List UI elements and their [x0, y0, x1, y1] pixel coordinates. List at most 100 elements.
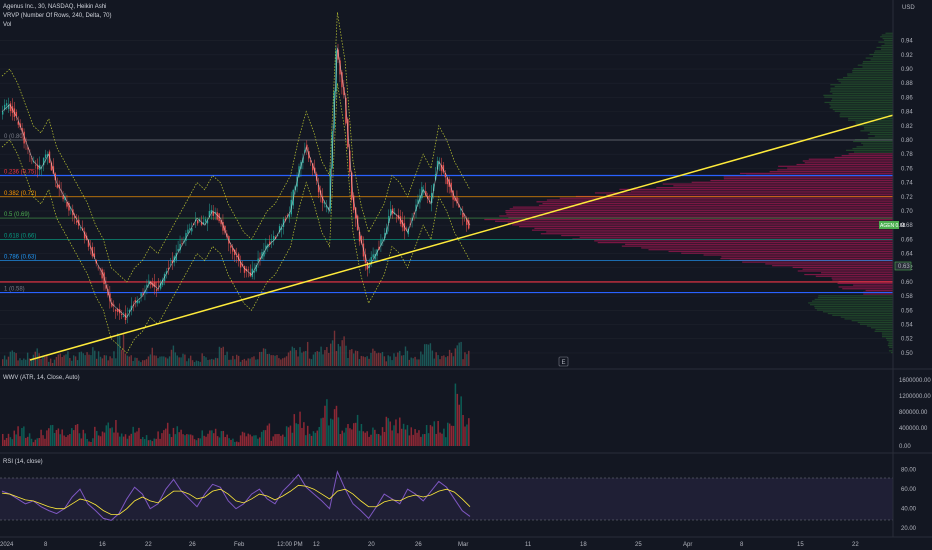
profile-row	[740, 173, 893, 174]
volume-bar	[19, 358, 20, 366]
profile-row	[852, 70, 893, 71]
profile-row	[888, 345, 893, 346]
profile-row	[649, 249, 893, 250]
price-tick-label: 0.60	[901, 280, 913, 286]
profile-row	[852, 72, 893, 73]
volume-bar	[361, 356, 362, 366]
profile-row	[541, 233, 893, 234]
price-tick-label: 0.82	[901, 124, 913, 130]
wwv-tick-label: 800000.00	[899, 410, 928, 416]
wwv-bar	[338, 417, 340, 446]
currency-label: USD	[902, 5, 915, 11]
volume-bar	[115, 358, 116, 366]
volume-bar	[355, 351, 356, 366]
profile-row	[838, 283, 893, 284]
candle-body	[98, 268, 99, 269]
vol-legend[interactable]: Vol	[3, 22, 11, 28]
volume-bar	[125, 354, 126, 366]
volume-bar	[437, 355, 438, 366]
wwv-bar	[435, 434, 437, 446]
volume-bar	[94, 351, 95, 366]
volume-bar	[309, 359, 310, 366]
time-tick-label: Feb	[234, 542, 245, 548]
volume-bar	[33, 355, 34, 366]
volume-bar	[200, 362, 201, 366]
volume-bar	[205, 357, 206, 366]
profile-row	[870, 132, 893, 133]
volume-bar	[384, 356, 385, 366]
profile-row	[828, 313, 893, 314]
rsi-legend[interactable]: RSI (14, close)	[3, 459, 43, 465]
wwv-tick-label: 0.00	[899, 444, 911, 450]
wwv-bar	[186, 434, 188, 446]
candle-body	[230, 246, 231, 248]
wwv-bar	[48, 428, 50, 446]
wwv-bar	[334, 409, 336, 446]
wwv-bar	[311, 436, 313, 446]
price-tick-label: 0.64	[901, 252, 913, 258]
profile-row	[561, 235, 893, 236]
volume-bar	[330, 344, 331, 366]
wwv-bar	[380, 436, 382, 446]
volume-bar	[144, 360, 145, 366]
volume-bar	[349, 350, 350, 366]
profile-row	[830, 107, 893, 108]
volume-bar	[92, 347, 93, 366]
wwv-bar	[184, 435, 186, 446]
volume-bar	[175, 352, 176, 366]
wwv-bar	[351, 429, 353, 446]
wwv-bar	[297, 424, 299, 446]
symbol-title[interactable]: Agenus Inc., 30, NASDAQ, Heikin Ashi	[3, 4, 106, 10]
profile-row	[804, 274, 893, 275]
volume-bar	[127, 356, 128, 366]
wwv-bar	[407, 425, 409, 446]
profile-row	[778, 166, 893, 167]
wwv-bar	[167, 423, 169, 446]
volume-bar	[129, 356, 130, 366]
volume-bar	[457, 345, 458, 366]
wwv-bar	[180, 430, 182, 446]
volume-bar	[458, 343, 459, 366]
profile-row	[499, 215, 893, 216]
profile-row	[869, 54, 893, 55]
wwv-bar	[223, 431, 225, 446]
wwv-bar	[458, 405, 460, 446]
volume-bar	[443, 355, 444, 366]
profile-row	[853, 141, 893, 142]
wwv-bar	[305, 435, 307, 446]
svg-text:E: E	[562, 360, 566, 366]
profile-row	[508, 222, 893, 223]
profile-row	[817, 309, 893, 310]
wwv-bar	[265, 430, 267, 446]
price-axis[interactable]: 0.94 0.92 0.90 0.88 0.86 0.84 0.82 0.80 0.78 0.76…	[901, 39, 913, 357]
earnings-marker[interactable]: E	[559, 357, 568, 366]
price-tick-label: 0.50	[901, 351, 913, 357]
fib-label: 0.786 (0.63)	[4, 255, 36, 261]
volume-bar	[155, 356, 156, 366]
wwv-bar	[426, 425, 428, 446]
wwv-bar	[125, 434, 127, 446]
candle-body	[257, 259, 258, 262]
wwv-bar	[171, 437, 173, 446]
volume-bar	[416, 359, 417, 366]
volume-bar	[213, 360, 214, 366]
volume-bar	[161, 356, 162, 366]
volume-bar	[255, 360, 256, 366]
svg-text:0.63: 0.63	[898, 264, 910, 270]
wwv-bar	[416, 433, 418, 446]
profile-row	[882, 336, 893, 337]
vrvp-legend[interactable]: VRVP (Number Of Rows, 240, Delta, 70)	[3, 13, 112, 19]
volume-bar	[378, 353, 379, 366]
volume-bar	[405, 347, 406, 366]
volume-bar	[2, 359, 3, 366]
wwv-bar	[414, 429, 416, 446]
volume-bar	[190, 356, 191, 366]
price-tick-label: 0.92	[901, 53, 913, 59]
wwv-bar	[226, 435, 228, 446]
wwv-legend[interactable]: WWV (ATR, 14, Close, Auto)	[3, 375, 80, 381]
wwv-bar	[286, 426, 288, 446]
wwv-bar	[75, 425, 77, 446]
wwv-bar	[326, 399, 328, 446]
volume-bar	[386, 361, 387, 366]
